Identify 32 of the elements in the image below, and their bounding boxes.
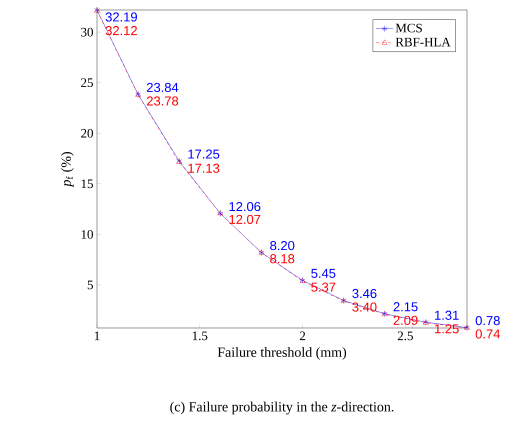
data-label: 8.18 [270, 254, 294, 264]
x-axis-title: Failure threshold (mm) [218, 347, 346, 360]
data-label: 32.19 [106, 12, 137, 22]
y-tick-label: 30 [81, 28, 93, 37]
data-label: 0.78 [476, 316, 500, 326]
data-label: 2.09 [394, 316, 418, 325]
x-tick-label: 2.5 [398, 332, 413, 340]
x-tick-label: 2 [300, 332, 306, 340]
data-label: 23.84 [146, 82, 178, 92]
data-label: 2.15 [394, 302, 418, 312]
data-label: 1.25 [435, 324, 459, 334]
data-label: 8.20 [270, 241, 294, 250]
data-label: 17.13 [188, 164, 220, 173]
y-tick-label: 5 [88, 280, 93, 290]
x-tick-label: 1 [94, 332, 100, 340]
text: (c) Failure probability in the z-direction. [170, 402, 394, 414]
legend-label: MCS [396, 24, 422, 32]
legend-label: RBF-HLA [396, 38, 451, 46]
data-label: 17.25 [188, 149, 220, 159]
data-label: 1.31 [435, 310, 459, 320]
data-label: 0.74 [476, 329, 500, 339]
y-tick-label: 25 [81, 78, 93, 88]
y-tick-label: 10 [82, 230, 93, 239]
data-label: 12.07 [229, 214, 260, 224]
data-label: 5.45 [311, 268, 336, 278]
data-label: 12.06 [229, 202, 260, 212]
data-label: 3.46 [352, 288, 376, 298]
y-axis-title: p$_{f}$ (%) [61, 152, 74, 188]
y-tick-label: 15 [82, 179, 93, 188]
x-tick-label: 1.5 [192, 332, 208, 340]
y-tick-label: 20 [81, 128, 93, 138]
data-label: 23.78 [146, 96, 178, 106]
